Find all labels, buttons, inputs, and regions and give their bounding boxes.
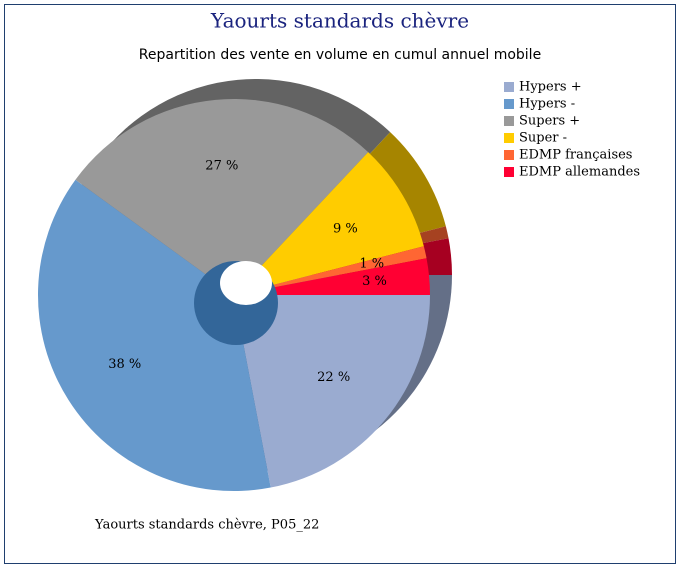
legend-swatch: [504, 150, 514, 160]
chart-title: Yaourts standards chèvre: [210, 9, 469, 33]
data-label: 27 %: [205, 159, 238, 174]
legend-swatch: [504, 133, 514, 143]
slice: [75, 99, 369, 296]
legend-swatch: [504, 116, 514, 126]
legend-label: EDMP françaises: [519, 148, 632, 163]
slice: [38, 179, 271, 491]
legend-label: EDMP allemandes: [519, 165, 640, 180]
legend-label: Hypers +: [519, 80, 582, 95]
footnote: Yaourts standards chèvre, P05_22: [94, 518, 319, 533]
legend-swatch: [504, 82, 514, 92]
slice: [234, 258, 430, 295]
data-label: 22 %: [317, 370, 350, 385]
data-label: 38 %: [108, 357, 141, 372]
slice: [234, 246, 427, 295]
slice: [234, 295, 430, 488]
legend-label: Hypers -: [519, 97, 575, 112]
chart-subtitle: Repartition des vente en volume en cumul…: [139, 47, 541, 63]
slice: [234, 152, 424, 295]
legend-swatch: [504, 167, 514, 177]
hole: [220, 261, 272, 305]
legend-swatch: [504, 99, 514, 109]
data-label: 9 %: [333, 222, 358, 237]
data-label: 3 %: [362, 274, 387, 289]
data-label: 1 %: [359, 257, 384, 272]
pie: [38, 99, 430, 491]
legend-label: Supers +: [519, 114, 580, 129]
legend-label: Super -: [519, 131, 567, 146]
